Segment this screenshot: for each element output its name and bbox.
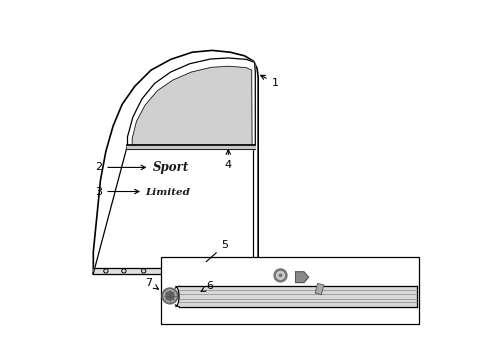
Text: 7: 7: [145, 278, 158, 289]
Circle shape: [165, 292, 174, 300]
Text: 6: 6: [201, 281, 213, 292]
Polygon shape: [93, 268, 258, 274]
Text: Limited: Limited: [145, 188, 190, 197]
Circle shape: [163, 290, 176, 302]
Bar: [314, 283, 323, 295]
Text: 5: 5: [206, 240, 228, 262]
Polygon shape: [127, 58, 255, 146]
Polygon shape: [295, 272, 308, 283]
Circle shape: [273, 269, 286, 282]
Polygon shape: [132, 66, 251, 145]
Circle shape: [162, 288, 178, 304]
Circle shape: [276, 271, 284, 279]
Text: 2: 2: [95, 162, 145, 172]
Bar: [161, 257, 418, 324]
Text: 3: 3: [95, 186, 139, 197]
Text: Sport: Sport: [152, 161, 188, 174]
Circle shape: [279, 274, 281, 277]
Polygon shape: [179, 286, 416, 307]
Polygon shape: [127, 145, 255, 149]
Text: 4: 4: [224, 150, 231, 170]
Polygon shape: [93, 50, 258, 274]
Text: 1: 1: [260, 75, 278, 88]
